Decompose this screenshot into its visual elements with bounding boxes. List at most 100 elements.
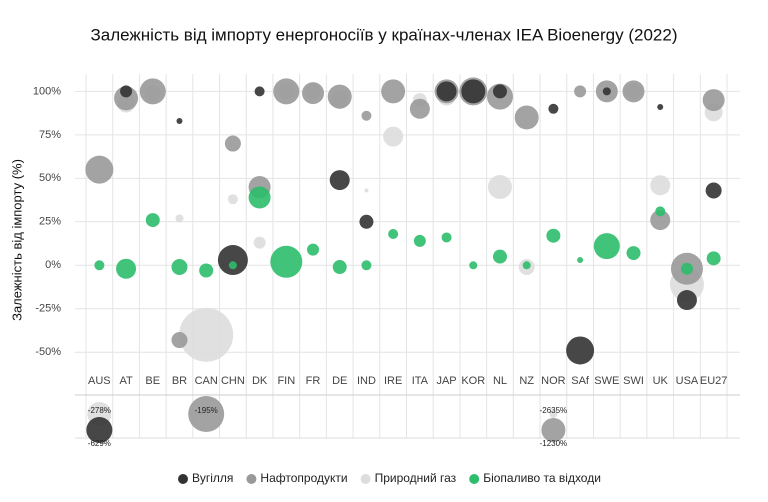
bubble: [302, 82, 325, 105]
bubble: [248, 186, 271, 209]
bubble: [176, 117, 183, 124]
x-tick-label: FR: [306, 375, 321, 387]
x-tick-label: NL: [493, 375, 507, 387]
bubble: [657, 104, 664, 111]
bubble: [436, 81, 457, 102]
bubble: [270, 245, 303, 278]
bubble: [120, 85, 133, 98]
value-label: -2635%: [540, 406, 568, 415]
value-label: -278%: [88, 406, 111, 415]
x-tick-label: FIN: [277, 375, 295, 387]
bubble: [676, 290, 697, 311]
bubble: [332, 260, 347, 275]
value-label: -195%: [195, 406, 218, 415]
legend-swatch: [178, 474, 188, 484]
legend-label: Нафтопродукти: [260, 471, 347, 485]
bubble: [593, 233, 620, 260]
bubble: [383, 126, 404, 147]
legend-label: Вугілля: [192, 471, 233, 485]
bubble: [179, 307, 234, 362]
legend-label: Природний газ: [375, 471, 457, 485]
y-tick-label: 75%: [39, 129, 61, 141]
bubble: [381, 79, 406, 104]
y-tick-label: 0%: [45, 259, 61, 271]
bubble: [566, 336, 595, 365]
bubble: [224, 135, 241, 152]
bubble: [217, 245, 248, 276]
bubble: [441, 232, 452, 243]
bubble: [175, 214, 184, 223]
bubble: [228, 261, 237, 270]
bubble: [702, 89, 725, 112]
x-tick-label: USA: [676, 375, 699, 387]
bubble: [409, 98, 430, 119]
bubble: [254, 86, 265, 97]
bubble-overflow: [86, 417, 113, 443]
x-tick-label: NZ: [519, 375, 534, 387]
bubble: [706, 251, 721, 266]
bubble: [329, 170, 350, 191]
x-tick-label: SWE: [594, 375, 619, 387]
y-tick-label: 50%: [39, 172, 61, 184]
bubble: [139, 78, 166, 105]
bubble: [199, 263, 214, 278]
bubble: [253, 236, 266, 249]
x-tick-label: BE: [145, 375, 160, 387]
bubble: [680, 262, 693, 275]
x-tick-label: BR: [172, 375, 187, 387]
y-tick-label: 25%: [39, 216, 61, 228]
value-label: -629%: [88, 439, 111, 448]
x-tick-label: EU27: [700, 375, 728, 387]
bubble: [364, 188, 369, 193]
x-tick-label: UK: [653, 375, 669, 387]
bubble: [461, 79, 486, 104]
legend-swatch: [246, 474, 257, 484]
bubble: [413, 234, 426, 247]
bubble: [546, 228, 561, 243]
bubble: [492, 249, 507, 264]
bubble: [469, 261, 478, 270]
x-tick-label: IND: [357, 375, 376, 387]
bubble-overflow: [549, 410, 558, 418]
bubble: [361, 110, 372, 121]
legend-swatch: [360, 474, 371, 484]
bubble: [548, 103, 559, 114]
bubble: [574, 85, 587, 98]
x-tick-label: IRE: [384, 375, 402, 387]
legend-swatch: [469, 474, 480, 484]
legend-label: Біопаливо та відходи: [483, 471, 601, 485]
x-tick-label: JAP: [436, 375, 456, 387]
chart-title: Залежність від імпорту енергоносіїв у кр…: [91, 25, 678, 44]
bubble: [145, 213, 160, 228]
bubble-overflow: [541, 418, 566, 442]
bubble: [522, 261, 531, 270]
bubble: [361, 260, 372, 271]
bubble: [388, 228, 399, 239]
bubble: [650, 210, 671, 231]
bubble: [85, 155, 114, 184]
x-tick-label: KOR: [461, 375, 485, 387]
bubble: [622, 80, 645, 103]
bubble: [359, 214, 374, 229]
bubble: [227, 194, 238, 205]
bubble: [492, 84, 507, 99]
bubble-overflow: [188, 396, 225, 432]
bubble: [273, 78, 300, 105]
y-tick-label: -50%: [35, 346, 61, 358]
bubble: [705, 182, 722, 199]
x-tick-label: AUS: [88, 375, 111, 387]
y-tick-label: -25%: [35, 303, 61, 315]
x-tick-label: DK: [252, 375, 268, 387]
bubble: [514, 105, 539, 130]
bubble: [307, 243, 320, 256]
x-tick-label: ITA: [412, 375, 429, 387]
bubble: [487, 175, 512, 200]
y-axis-label: Залежність від імпорту (%): [9, 159, 24, 321]
x-tick-label: CHN: [221, 375, 245, 387]
bubble: [171, 332, 188, 349]
bubble: [94, 260, 105, 271]
bubble: [114, 86, 139, 111]
bubble: [626, 246, 641, 261]
bubble: [327, 84, 352, 109]
